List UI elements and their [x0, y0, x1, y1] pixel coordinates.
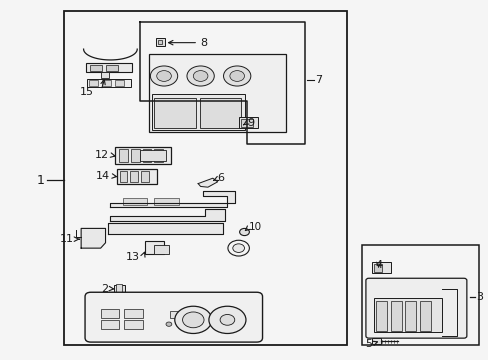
Circle shape	[220, 315, 234, 325]
Bar	[89, 80, 98, 86]
Bar	[119, 149, 128, 162]
Bar	[373, 264, 381, 272]
Bar	[240, 119, 252, 127]
Bar	[102, 80, 111, 86]
Bar	[154, 149, 163, 162]
Bar	[101, 309, 119, 318]
Bar	[87, 79, 131, 87]
Bar	[101, 72, 109, 78]
Text: 4: 4	[374, 260, 382, 270]
Text: 10: 10	[248, 222, 261, 232]
Bar	[361, 244, 478, 345]
Bar	[120, 171, 127, 182]
Circle shape	[157, 71, 171, 81]
Bar	[124, 309, 142, 318]
Bar	[144, 241, 163, 253]
Bar	[117, 168, 157, 184]
Bar	[115, 80, 123, 86]
Bar	[130, 171, 138, 182]
Bar	[64, 12, 346, 345]
Bar	[115, 147, 171, 164]
Bar	[375, 301, 386, 331]
Bar	[152, 94, 244, 130]
Polygon shape	[110, 191, 234, 207]
Circle shape	[174, 306, 211, 333]
Bar	[86, 63, 132, 72]
Bar	[140, 149, 166, 161]
Bar	[116, 284, 122, 293]
Text: 12: 12	[95, 150, 109, 160]
Circle shape	[186, 66, 214, 86]
FancyBboxPatch shape	[365, 278, 466, 338]
Bar	[114, 285, 125, 292]
Bar	[373, 298, 441, 332]
Polygon shape	[110, 209, 224, 221]
Bar	[371, 262, 390, 273]
Text: 13: 13	[125, 252, 140, 262]
Bar	[154, 98, 195, 128]
Circle shape	[223, 66, 250, 86]
Circle shape	[229, 71, 244, 81]
Text: 7: 7	[315, 75, 322, 85]
Polygon shape	[198, 178, 217, 187]
Bar	[90, 65, 102, 71]
Circle shape	[208, 306, 245, 333]
Bar	[149, 54, 285, 132]
Bar	[405, 301, 415, 331]
Circle shape	[182, 312, 203, 328]
Bar	[154, 244, 168, 253]
Text: 2: 2	[101, 284, 108, 294]
Bar	[158, 40, 162, 44]
Polygon shape	[81, 228, 105, 248]
Circle shape	[150, 66, 177, 86]
Circle shape	[239, 228, 249, 235]
Text: 11: 11	[60, 234, 74, 244]
Text: 14: 14	[96, 171, 110, 181]
Bar	[101, 320, 119, 329]
Text: 3: 3	[475, 292, 482, 302]
Bar	[141, 171, 149, 182]
FancyBboxPatch shape	[85, 292, 262, 342]
Text: 5: 5	[365, 339, 371, 349]
Circle shape	[193, 71, 207, 81]
Bar	[105, 65, 118, 71]
Text: 6: 6	[217, 173, 224, 183]
Bar	[199, 98, 241, 128]
Bar	[238, 117, 258, 128]
Polygon shape	[108, 223, 222, 234]
Bar	[131, 149, 140, 162]
Bar	[154, 198, 178, 205]
Bar	[124, 320, 142, 329]
Bar	[122, 198, 147, 205]
Bar	[170, 311, 184, 318]
Bar	[156, 38, 164, 45]
Bar	[142, 149, 151, 162]
Bar	[419, 301, 430, 331]
Text: 8: 8	[200, 38, 207, 48]
Circle shape	[232, 244, 244, 252]
Bar	[371, 338, 380, 344]
Text: 15: 15	[80, 87, 94, 97]
Text: 1: 1	[37, 174, 44, 186]
Text: 9: 9	[246, 118, 254, 128]
Circle shape	[165, 322, 171, 326]
Bar	[390, 301, 401, 331]
